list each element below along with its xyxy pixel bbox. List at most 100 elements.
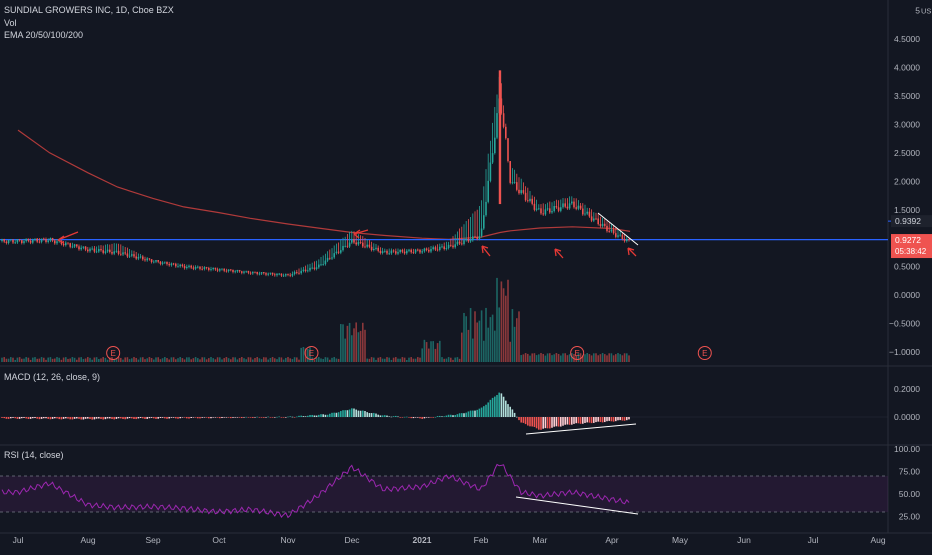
candle-body xyxy=(56,241,58,243)
volume-bar xyxy=(210,357,212,362)
volume-bar xyxy=(6,359,8,362)
macd-histogram-bar xyxy=(608,417,610,421)
volume-bar xyxy=(413,359,415,362)
macd-histogram-bar xyxy=(525,417,527,424)
volume-bar xyxy=(353,328,355,362)
candle-body xyxy=(437,250,439,251)
volume-bar xyxy=(265,357,267,362)
macd-histogram-bar xyxy=(267,417,269,418)
macd-histogram-bar xyxy=(89,417,91,419)
macd-histogram-bar xyxy=(56,417,58,418)
macd-histogram-bar xyxy=(171,417,173,418)
candle-body xyxy=(481,229,483,237)
volume-bar xyxy=(190,359,192,362)
macd-tick-label: 0.0000 xyxy=(894,412,920,422)
macd-histogram-bar xyxy=(626,417,628,420)
volume-bar xyxy=(237,359,239,362)
volume-bar xyxy=(248,357,250,362)
volume-bar xyxy=(608,353,610,362)
macd-histogram-bar xyxy=(358,411,360,417)
macd-histogram-bar xyxy=(19,417,21,419)
rsi-tick-label: 75.00 xyxy=(899,467,921,477)
volume-bar xyxy=(507,280,509,362)
volume-bar xyxy=(437,343,439,362)
candle-body xyxy=(208,268,210,270)
candle-body xyxy=(140,257,142,258)
candle-body xyxy=(377,248,379,251)
candle-body xyxy=(34,239,36,240)
candle-body xyxy=(600,224,602,226)
macd-histogram-bar xyxy=(470,411,472,417)
time-tick-label: Nov xyxy=(280,535,296,545)
volume-bar xyxy=(342,324,344,362)
candle-body xyxy=(428,250,430,252)
macd-histogram-bar xyxy=(67,417,69,419)
macd-histogram-bar xyxy=(505,401,507,417)
macd-histogram-bar xyxy=(208,417,210,418)
macd-histogram-bar xyxy=(47,417,49,419)
candle-body xyxy=(523,190,525,193)
volume-bar xyxy=(102,357,104,362)
candle-body xyxy=(527,200,529,201)
macd-histogram-bar xyxy=(338,412,340,417)
macd-histogram-bar xyxy=(501,393,503,417)
volume-bar xyxy=(450,358,452,362)
macd-histogram-bar xyxy=(333,413,335,417)
macd-histogram-bar xyxy=(131,417,133,418)
time-tick-label: Aug xyxy=(870,535,885,545)
candle-body xyxy=(316,267,318,269)
candle-body xyxy=(353,239,355,242)
candle-body xyxy=(241,271,243,272)
volume-bar xyxy=(219,357,221,362)
candle-body xyxy=(441,246,443,247)
symbol-title: SUNDIAL GROWERS INC, 1D, Cboe BZX xyxy=(4,5,174,15)
macd-histogram-bar xyxy=(201,417,203,418)
volume-bar xyxy=(562,353,564,362)
candle-body xyxy=(490,162,492,180)
macd-histogram-bar xyxy=(571,417,573,425)
macd-histogram-bar xyxy=(351,408,353,417)
time-tick-label: Aug xyxy=(80,535,95,545)
volume-bar xyxy=(380,357,382,362)
candle-body xyxy=(580,206,582,209)
candle-body xyxy=(404,252,406,254)
macd-histogram-bar xyxy=(465,413,467,417)
candle-body xyxy=(432,247,434,249)
volume-bar xyxy=(173,357,175,362)
macd-histogram-bar xyxy=(265,417,267,418)
candle-body xyxy=(470,240,472,241)
volume-bar xyxy=(28,358,30,362)
candle-body xyxy=(496,113,498,138)
macd-histogram-bar xyxy=(397,416,399,417)
candle-body xyxy=(100,249,102,250)
candle-body xyxy=(472,236,474,240)
macd-histogram-bar xyxy=(221,417,223,418)
macd-histogram-bar xyxy=(3,417,5,418)
candle-body xyxy=(534,204,536,210)
macd-histogram-bar xyxy=(69,417,71,419)
candle-body xyxy=(628,239,630,240)
volume-bar xyxy=(76,360,78,362)
candle-body xyxy=(228,269,230,271)
candle-body xyxy=(397,252,399,254)
macd-histogram-bar xyxy=(135,417,137,419)
candle-body xyxy=(212,268,214,269)
volume-bar xyxy=(503,288,505,362)
volume-bar xyxy=(91,360,93,362)
volume-bar xyxy=(520,355,522,362)
candle-body xyxy=(65,243,67,246)
candle-body xyxy=(85,247,87,250)
macd-histogram-bar xyxy=(527,417,529,426)
volume-bar xyxy=(375,360,377,362)
candle-body xyxy=(274,274,276,275)
macd-histogram-bar xyxy=(391,417,393,418)
volume-bar xyxy=(303,347,305,362)
volume-bar xyxy=(397,359,399,362)
volume-bar xyxy=(516,318,518,362)
macd-histogram-bar xyxy=(193,417,195,418)
candle-body xyxy=(72,247,74,248)
macd-histogram-bar xyxy=(140,417,142,418)
volume-bar xyxy=(329,360,331,362)
